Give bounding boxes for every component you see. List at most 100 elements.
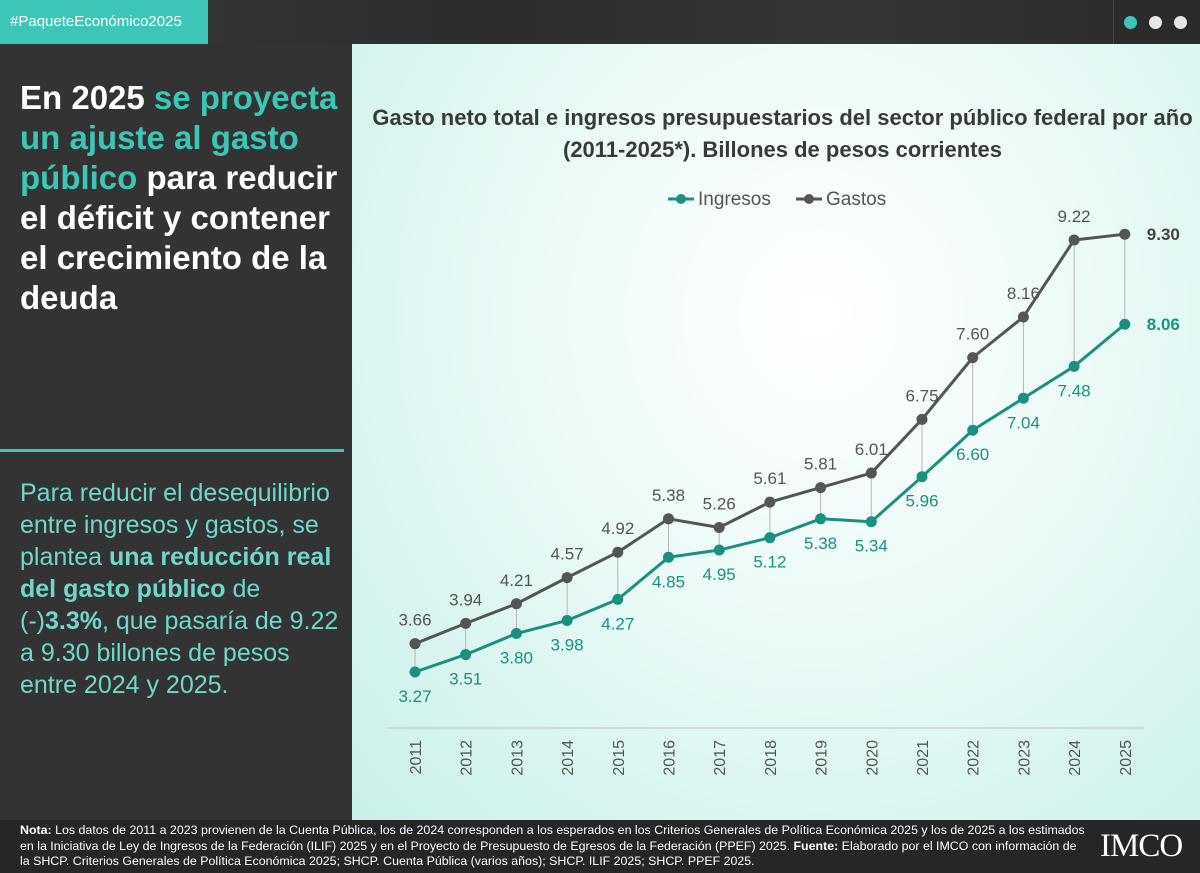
source-text: Elaborado por el IMCO con información de…	[20, 838, 1077, 869]
line-chart: 3.66 3.27 3.94 3.51 4.21 3.80 4.57 3.98 4.92 4.27…	[388, 189, 1180, 776]
x-tick-label: 2012	[459, 740, 476, 776]
x-tick-label: 2020	[864, 740, 881, 776]
ingresos-point	[1017, 392, 1029, 404]
gastos-point	[713, 522, 725, 534]
legend-marker	[804, 194, 814, 204]
gastos-point	[865, 467, 877, 479]
headline-part-1: En 2025	[20, 79, 154, 116]
source-label: Fuente:	[793, 838, 839, 853]
ingresos-data-label: 7.04	[1007, 413, 1040, 432]
note-label: Nota:	[20, 823, 52, 837]
gastos-data-label: 5.61	[753, 469, 786, 488]
ingresos-data-label: 8.06	[1147, 315, 1180, 334]
body-part-2: de (-)	[20, 575, 261, 635]
gastos-point	[967, 352, 979, 364]
ingresos-data-label: 3.80	[500, 649, 533, 668]
left-panel	[0, 44, 352, 820]
headline: En 2025 se proyecta un ajuste al gasto p…	[20, 78, 345, 318]
gastos-data-label: 7.60	[956, 325, 989, 344]
ingresos-point	[713, 544, 725, 556]
ingresos-data-label: 3.51	[449, 670, 482, 689]
ingresos-point	[1119, 318, 1131, 330]
footnote: Nota: Los datos de 2011 a 2023 provienen…	[20, 823, 1085, 870]
ingresos-point	[815, 513, 827, 525]
indicator-dot-active-icon[interactable]	[1124, 16, 1137, 29]
divider	[0, 449, 344, 452]
gastos-data-label: 5.81	[804, 455, 837, 474]
ingresos-point	[967, 424, 979, 436]
gastos-point	[764, 496, 776, 508]
gastos-point	[460, 617, 472, 629]
ingresos-point	[510, 628, 522, 640]
gastos-data-label: 5.26	[703, 495, 736, 514]
ingresos-point	[460, 649, 472, 661]
ingresos-data-label: 4.95	[703, 565, 736, 584]
gastos-point	[1068, 234, 1080, 246]
chart-title: Gasto neto total e ingresos presupuestar…	[372, 105, 1193, 162]
chart-area	[352, 44, 1200, 820]
ingresos-data-label: 5.34	[855, 537, 888, 556]
ingresos-data-label: 4.27	[601, 614, 634, 633]
imco-logo-icon: IMCO	[1100, 828, 1183, 864]
gastos-point	[815, 482, 827, 494]
ingresos-data-label: 3.27	[398, 687, 431, 706]
x-tick-label: 2025	[1118, 740, 1135, 776]
ingresos-data-label: 3.98	[551, 635, 584, 654]
ingresos-point	[612, 593, 624, 605]
x-tick-label: 2022	[966, 740, 983, 776]
note-text: Los datos de 2011 a 2023 provienen de la…	[20, 823, 1085, 853]
gastos-data-label: 8.16	[1007, 284, 1040, 303]
ingresos-point	[916, 471, 928, 483]
body-part-3: , que pasaría de 9.22 a 9.30 billones de…	[20, 607, 339, 699]
x-tick-label: 2018	[763, 740, 780, 776]
hashtag-tag: #PaqueteEconómico2025	[0, 0, 208, 44]
gastos-point	[510, 598, 522, 610]
ingresos-point	[1068, 360, 1080, 372]
gastos-point	[916, 413, 928, 425]
x-tick-label: 2017	[712, 740, 729, 776]
headline-part-2: para reducir el déficit y contener el cr…	[20, 159, 338, 316]
gastos-data-label: 4.57	[551, 545, 584, 564]
gastos-data-label: 9.30	[1147, 225, 1180, 244]
ingresos-data-label: 5.96	[905, 492, 938, 511]
gastos-point	[663, 513, 674, 525]
indicator-dots	[1113, 0, 1200, 44]
ingresos-point	[865, 516, 877, 528]
gastos-point	[409, 638, 421, 650]
x-tick-label: 2021	[915, 740, 932, 776]
gastos-data-label: 5.38	[652, 486, 685, 505]
indicator-dot-icon[interactable]	[1174, 16, 1187, 29]
indicator-dot-icon[interactable]	[1149, 16, 1162, 29]
legend-label: Gastos	[826, 189, 886, 210]
ingresos-point	[561, 614, 573, 626]
body-bold-1: una reducción real del gasto público	[20, 543, 332, 603]
legend-label: Ingresos	[698, 189, 771, 210]
footer	[0, 820, 1200, 873]
gastos-data-label: 3.66	[398, 611, 431, 630]
ingresos-point	[409, 666, 421, 678]
legend-marker	[676, 194, 686, 204]
ingresos-point	[663, 551, 674, 563]
gastos-point	[612, 546, 624, 558]
x-tick-label: 2013	[509, 740, 526, 776]
x-tick-label: 2019	[814, 740, 831, 776]
gastos-data-label: 6.75	[905, 386, 938, 405]
x-tick-label: 2024	[1067, 740, 1084, 776]
ingresos-data-label: 5.38	[804, 534, 837, 553]
gastos-point	[1119, 228, 1131, 240]
headline-highlight: se proyecta un ajuste al gasto público	[20, 79, 338, 196]
gastos-data-label: 9.22	[1058, 207, 1091, 226]
body-text: Para reducir el desequilibrio entre ingr…	[20, 477, 345, 701]
gastos-point	[1017, 311, 1029, 323]
ingresos-data-label: 7.48	[1058, 381, 1091, 400]
ingresos-data-label: 6.60	[956, 445, 989, 464]
ingresos-data-label: 5.12	[753, 553, 786, 572]
body-bold-2: 3.3%	[44, 607, 102, 635]
ingresos-data-label: 4.85	[652, 572, 685, 591]
gastos-data-label: 4.21	[500, 571, 533, 590]
gastos-data-label: 6.01	[855, 440, 888, 459]
gastos-data-label: 3.94	[449, 590, 482, 609]
x-tick-label: 2016	[662, 740, 679, 776]
gastos-data-label: 4.92	[601, 519, 634, 538]
gastos-point	[561, 572, 573, 584]
